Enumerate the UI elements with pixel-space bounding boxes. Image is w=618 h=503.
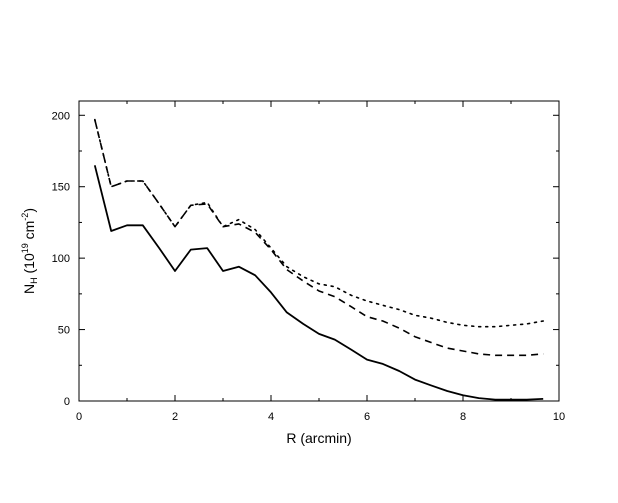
y-axis-title-paren: (10: [21, 253, 37, 277]
y-tick-label: 0: [64, 396, 70, 408]
series-line-dotted: [94, 118, 545, 328]
y-axis-title-exp2: -2: [20, 213, 30, 221]
y-tick-label: 200: [52, 110, 70, 122]
x-tick-label: 2: [172, 411, 178, 423]
x-tick-label: 0: [76, 411, 82, 423]
x-axis-title: R (arcmin): [286, 430, 351, 446]
y-axis-title-unit: cm: [21, 221, 37, 244]
y-tick-label: 50: [58, 325, 70, 337]
y-axis-title: NH (1019 cm-2): [20, 208, 39, 294]
x-tick-label: 6: [364, 411, 370, 423]
y-tick-label: 150: [52, 182, 70, 194]
series-layer: [93, 118, 545, 401]
y-axis-title-close: ): [21, 208, 37, 213]
y-axis-title-n: N: [21, 284, 37, 294]
series-line-solid: [93, 165, 544, 401]
y-axis-title-sub: H: [29, 277, 39, 284]
y-tick-label: 100: [52, 253, 70, 265]
x-tick-label: 10: [553, 411, 565, 423]
x-tick-label: 4: [268, 411, 274, 423]
series-line-dashed: [94, 119, 544, 357]
plot-frame: [78, 100, 560, 402]
axis-ticks: [78, 101, 560, 402]
y-axis-title-exp1: 19: [20, 243, 30, 253]
x-tick-label: 8: [460, 411, 466, 423]
